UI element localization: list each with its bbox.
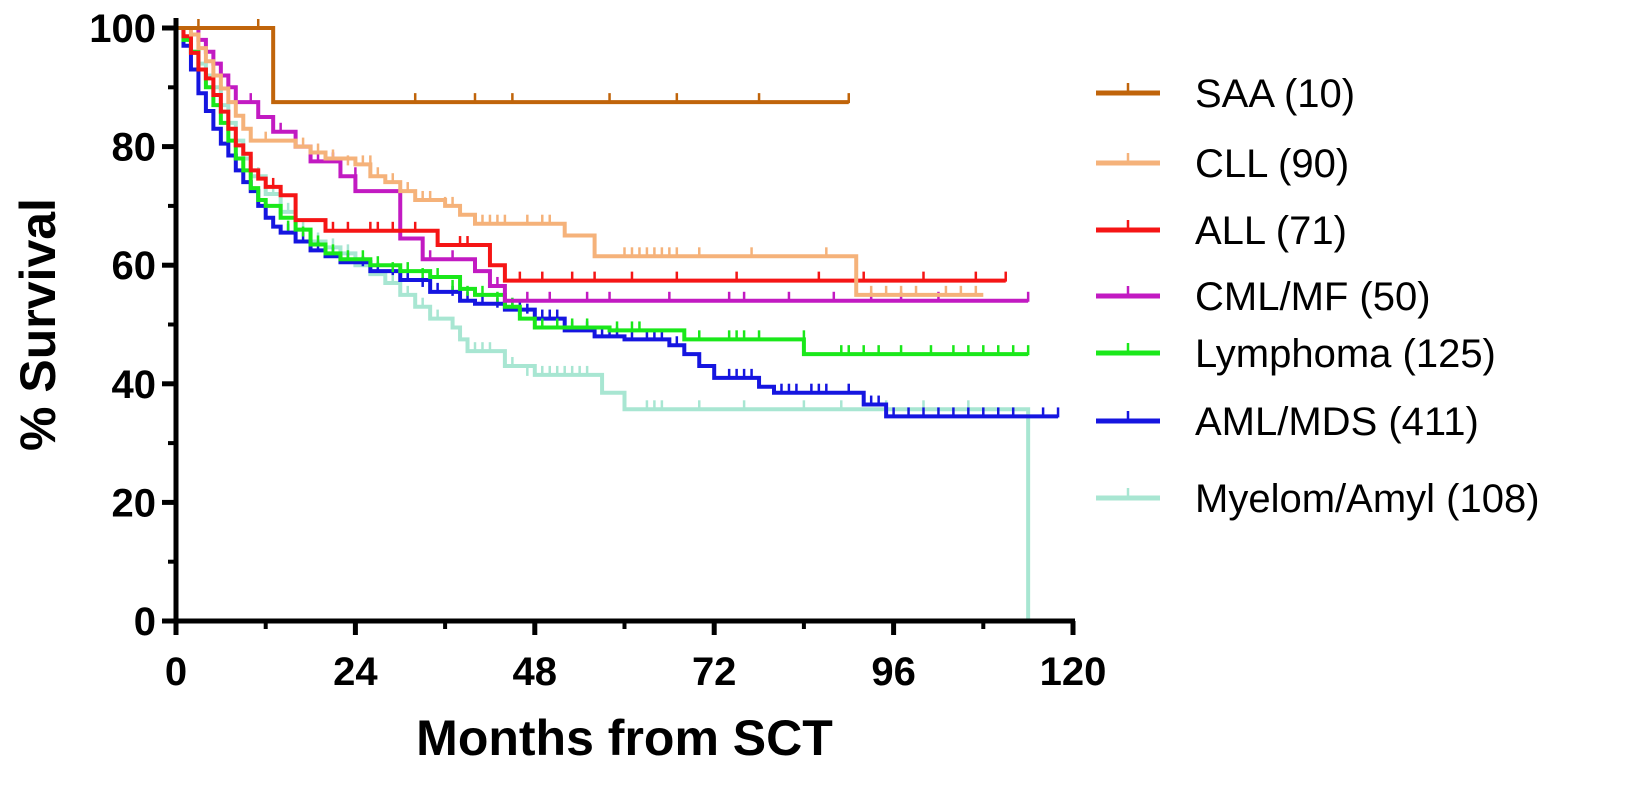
y-tick-label: 20: [112, 481, 157, 525]
y-tick-label: 80: [112, 126, 157, 170]
legend-label: CLL (90): [1195, 142, 1349, 186]
y-tick-label: 100: [89, 7, 156, 51]
survival-line: [176, 26, 1059, 419]
legend-item: Myelom/Amyl (108): [1096, 477, 1540, 521]
series-4: [176, 26, 1030, 357]
survival-line: [176, 26, 1006, 283]
survival-line: [176, 26, 1029, 357]
x-tick-label: 0: [165, 650, 187, 694]
survival-line: [176, 26, 849, 105]
x-tick-label: 72: [692, 650, 737, 694]
x-axis-ticks: 0 24 48 72 96 120: [165, 621, 1107, 694]
legend-label: Lymphoma (125): [1195, 332, 1496, 376]
legend-label: SAA (10): [1195, 72, 1355, 116]
legend-label: Myelom/Amyl (108): [1195, 477, 1540, 521]
y-tick-label: 60: [112, 244, 157, 288]
axes: 0 24 48 72 96 120 0 20 40 60 80 100: [89, 7, 1106, 694]
x-axis-title: Months from SCT: [416, 710, 833, 766]
legend-item: CML/MF (50): [1096, 275, 1431, 319]
survival-line: [176, 26, 984, 297]
survival-line: [176, 26, 1031, 621]
legend-label: ALL (71): [1195, 209, 1347, 253]
y-tick-label: 0: [134, 600, 156, 644]
x-tick-label: 48: [513, 650, 558, 694]
legend-item: AML/MDS (411): [1096, 400, 1479, 444]
x-tick-label: 24: [333, 650, 378, 694]
y-axis-title: % Survival: [10, 198, 66, 451]
legend: SAA (10) CLL (90) ALL (71) CML/MF (50) Lymph…: [1096, 72, 1540, 521]
legend-item: CLL (90): [1096, 142, 1349, 186]
series-0: [176, 19, 850, 105]
series-3: [176, 26, 1030, 303]
series-layer: [176, 19, 1060, 621]
legend-label: CML/MF (50): [1195, 275, 1431, 319]
x-tick-label: 120: [1040, 650, 1107, 694]
series-1: [176, 26, 984, 297]
y-axis-ticks: 0 20 40 60 80 100: [89, 7, 176, 644]
y-tick-label: 40: [112, 363, 157, 407]
legend-item: SAA (10): [1096, 72, 1355, 116]
x-tick-label: 96: [871, 650, 916, 694]
series-5: [176, 26, 1060, 419]
series-6: [176, 26, 1031, 621]
series-2: [176, 26, 1007, 283]
legend-item: ALL (71): [1096, 209, 1347, 253]
survival-line: [176, 26, 1029, 303]
legend-label: AML/MDS (411): [1195, 400, 1479, 444]
legend-item: Lymphoma (125): [1096, 332, 1496, 376]
